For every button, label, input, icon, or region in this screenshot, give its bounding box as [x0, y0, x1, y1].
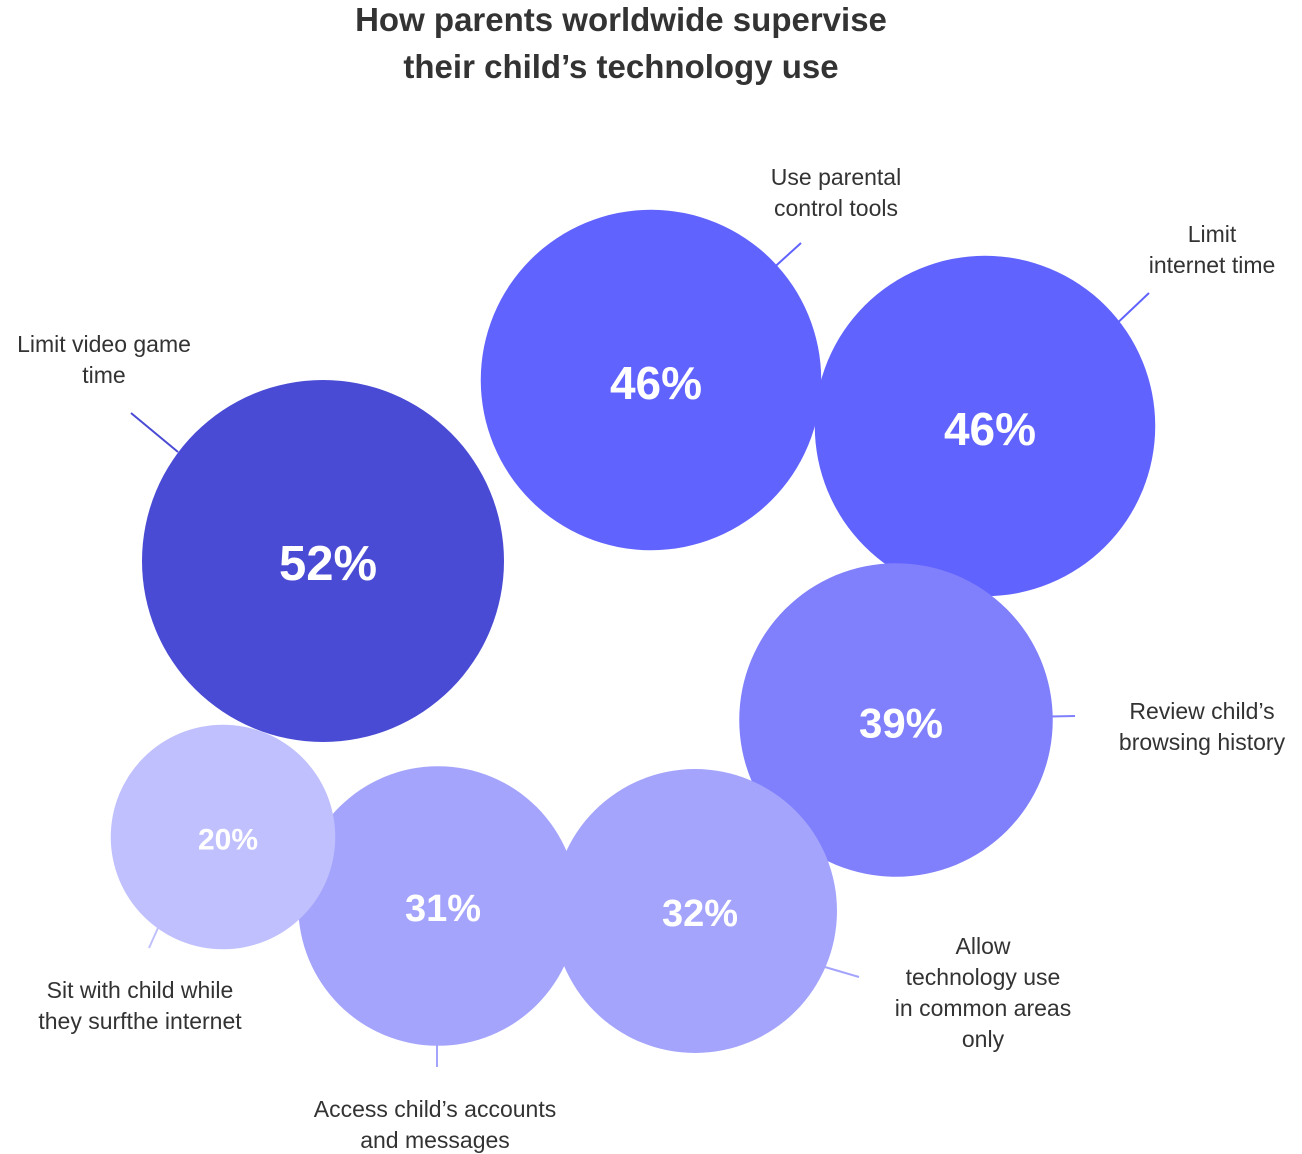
category-label: Access child’s accounts and messages: [314, 1096, 556, 1153]
label-line: Allow: [956, 933, 1011, 959]
label-line: Access child’s accounts: [314, 1096, 556, 1122]
bubble: [110, 724, 336, 950]
bubble-group: 39% Review child’s browsing history: [739, 563, 1286, 877]
bubble: [553, 769, 837, 1053]
category-label: Allow technology use in common areas only: [895, 933, 1071, 1052]
label-line: internet time: [1149, 252, 1276, 278]
data-label: 39%: [859, 700, 943, 747]
leader-line: [130, 412, 179, 453]
label-line: they surfthe internet: [38, 1008, 242, 1034]
data-label: 46%: [944, 403, 1036, 455]
bubble: [298, 766, 578, 1046]
label-line: time: [82, 362, 125, 388]
bubble-group: 46% Limit internet time: [814, 221, 1276, 597]
bubble-group: 46% Use parental control tools: [480, 164, 901, 551]
category-label: Use parental control tools: [771, 164, 901, 221]
data-label: 20%: [198, 824, 258, 857]
bubble: [739, 563, 1053, 877]
bubble: [814, 255, 1156, 597]
label-line: in common areas: [895, 995, 1071, 1021]
label-line: and messages: [360, 1127, 510, 1153]
label-line: technology use: [906, 964, 1061, 990]
bubble: [142, 380, 504, 742]
label-line: Limit video game: [17, 331, 191, 357]
data-label: 52%: [279, 537, 377, 591]
title-line: their child’s technology use: [403, 48, 839, 85]
bubble: [480, 209, 822, 551]
bubble-group: 32% Allow technology use in common areas onl…: [553, 769, 1071, 1053]
label-line: Use parental: [771, 164, 901, 190]
data-label: 32%: [662, 893, 738, 935]
data-label: 46%: [610, 357, 702, 409]
chart-title: How parents worldwide supervise their ch…: [0, 0, 1242, 90]
label-line: control tools: [774, 195, 898, 221]
label-line: Review child’s: [1129, 698, 1274, 724]
label-line: only: [962, 1026, 1005, 1052]
label-line: Sit with child while: [47, 977, 234, 1003]
bubble-group: 20% Sit with child while they surfthe inte…: [38, 724, 336, 1034]
bubble-group: 31% Access child’s accounts and messages: [298, 766, 578, 1153]
category-label: Limit video game time: [17, 331, 191, 388]
category-label: Review child’s browsing history: [1119, 698, 1286, 755]
label-line: browsing history: [1119, 729, 1286, 755]
label-line: Limit: [1188, 221, 1237, 247]
data-label: 31%: [405, 888, 481, 930]
category-label: Limit internet time: [1149, 221, 1276, 278]
bubble-group: 52% Limit video game time: [17, 331, 504, 742]
category-label: Sit with child while they surfthe interne…: [38, 977, 242, 1034]
title-line: How parents worldwide supervise: [355, 1, 887, 38]
